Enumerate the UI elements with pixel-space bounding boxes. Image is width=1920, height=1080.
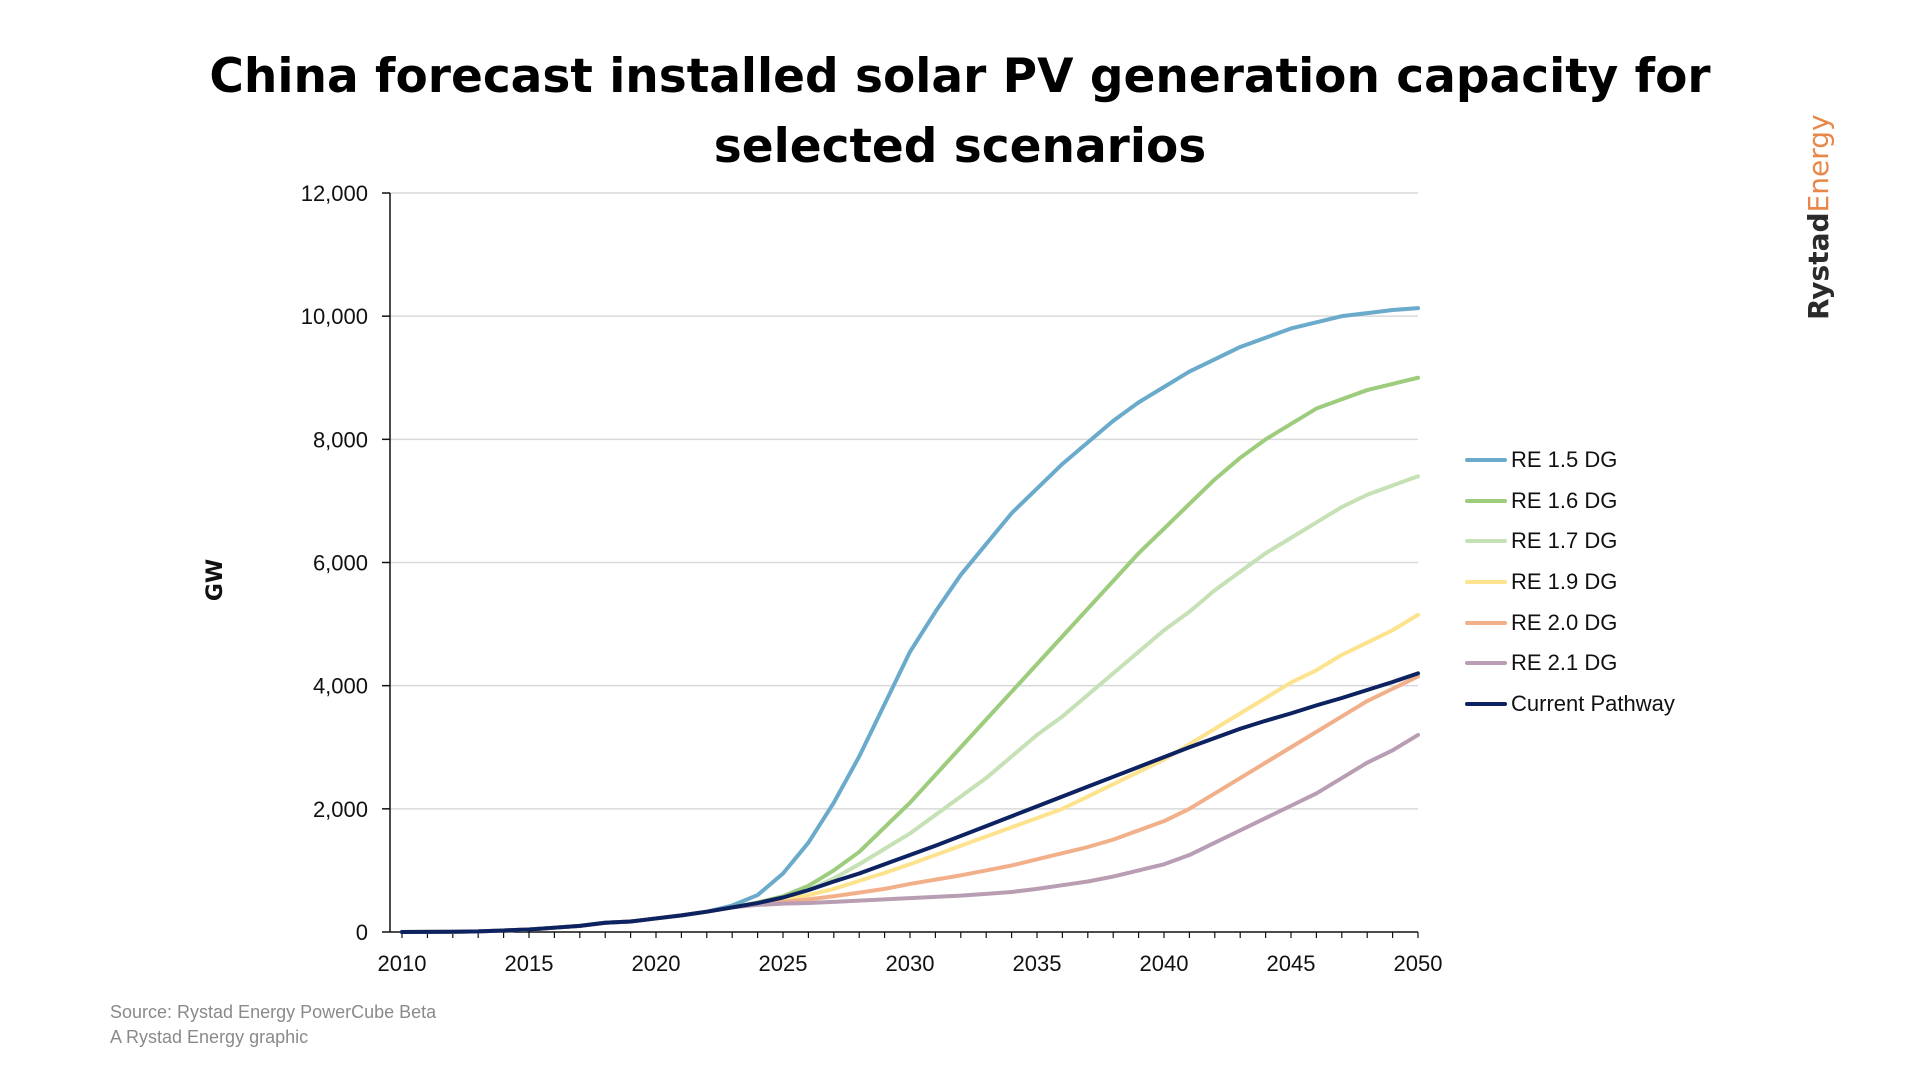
series-line-re-1-5-dg — [400, 306, 1420, 934]
legend-swatch — [1465, 498, 1507, 503]
legend-label: RE 1.9 DG — [1511, 569, 1618, 595]
y-axis-label: GW — [203, 559, 228, 601]
y-tick-label: 12,000 — [301, 181, 368, 206]
legend: RE 1.5 DG RE 1.6 DG RE 1.7 DG RE 1.9 DG RE 2… — [1465, 440, 1675, 724]
source-note: Source: Rystad Energy PowerCube Beta — [110, 1002, 437, 1022]
legend-item: RE 1.7 DG — [1465, 521, 1675, 562]
x-tick-label: 2035 — [1013, 951, 1062, 976]
y-tick-label: 8,000 — [313, 427, 368, 452]
chart-title-line-1: China forecast installed solar PV genera… — [209, 49, 1711, 104]
x-tick-label: 2045 — [1267, 951, 1316, 976]
legend-swatch — [1465, 580, 1507, 585]
x-tick-label: 2010 — [378, 951, 427, 976]
series-line-current-pathway — [400, 671, 1420, 934]
legend-swatch — [1465, 458, 1507, 463]
x-tick-label: 2020 — [632, 951, 681, 976]
chart-title-line-2: selected scenarios — [713, 119, 1207, 174]
credit-note: A Rystad Energy graphic — [110, 1027, 309, 1047]
chart-title: China forecast installed solar PV genera… — [0, 42, 1920, 182]
y-tick-label: 2,000 — [313, 797, 368, 822]
legend-label: RE 1.5 DG — [1511, 447, 1618, 473]
legend-swatch — [1465, 701, 1507, 706]
legend-item: RE 1.5 DG — [1465, 440, 1675, 481]
legend-item: RE 1.6 DG — [1465, 481, 1675, 522]
legend-label: RE 1.7 DG — [1511, 528, 1618, 554]
legend-label: RE 1.6 DG — [1511, 487, 1618, 513]
footer: Source: Rystad Energy PowerCube Beta A R… — [110, 1000, 436, 1050]
axes — [382, 192, 1419, 938]
x-tick-label: 2025 — [759, 951, 808, 976]
legend-swatch — [1465, 661, 1507, 666]
x-tick-label: 2030 — [886, 951, 935, 976]
legend-item: RE 2.1 DG — [1465, 643, 1675, 684]
legend-label: Current Pathway — [1511, 690, 1675, 716]
legend-swatch — [1465, 539, 1507, 544]
legend-swatch — [1465, 620, 1507, 625]
legend-label: RE 2.0 DG — [1511, 609, 1618, 635]
y-tick-label: 0 — [356, 920, 368, 945]
y-tick-label: 10,000 — [301, 304, 368, 329]
legend-item: Current Pathway — [1465, 684, 1675, 725]
gridlines — [390, 192, 1418, 810]
y-tick-labels: 0 2,000 4,000 6,000 8,000 10,000 12,000 — [301, 181, 368, 945]
y-tick-label: 6,000 — [313, 551, 368, 576]
legend-item: RE 1.9 DG — [1465, 562, 1675, 603]
y-tick-label: 4,000 — [313, 674, 368, 699]
x-tick-labels: 2010 2015 2020 2025 2030 2035 2040 2045 2050 — [378, 951, 1443, 976]
x-tick-label: 2040 — [1140, 951, 1189, 976]
x-tick-label: 2015 — [505, 951, 554, 976]
x-tick-label: 2050 — [1394, 951, 1443, 976]
legend-item: RE 2.0 DG — [1465, 602, 1675, 643]
legend-label: RE 2.1 DG — [1511, 650, 1618, 676]
series-lines — [400, 306, 1420, 934]
